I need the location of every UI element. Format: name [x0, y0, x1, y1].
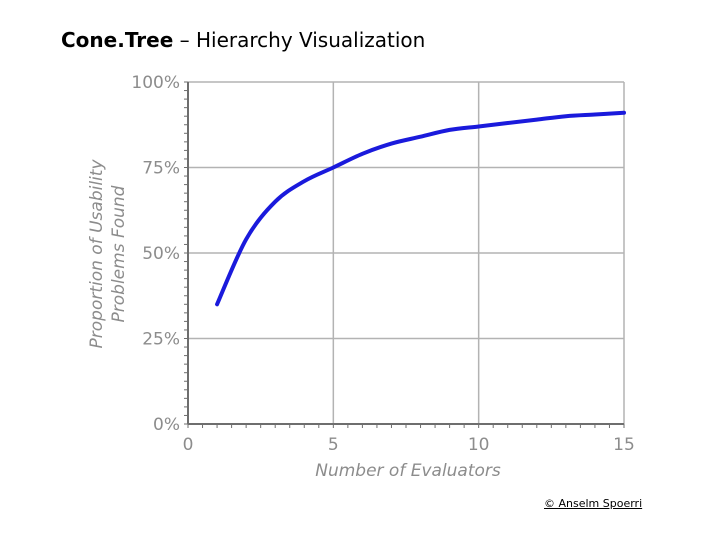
- data-point: [274, 200, 277, 203]
- data-point: [506, 121, 509, 125]
- title-bold-part: Cone.Tree: [61, 28, 174, 52]
- data-point: [535, 118, 538, 121]
- x-tick-label: 0: [183, 435, 194, 455]
- x-tick-label: 5: [328, 435, 339, 455]
- data-point: [215, 303, 219, 306]
- y-axis-label-line2: Problems Found: [109, 185, 129, 322]
- data-point: [390, 142, 393, 145]
- copyright-credit: © Anselm Spoerri: [544, 497, 643, 510]
- data-point: [593, 113, 597, 116]
- data-point: [419, 135, 422, 138]
- y-tick-label: 50%: [142, 244, 180, 264]
- series-line: [215, 110, 626, 307]
- data-point: [564, 115, 568, 118]
- data-point: [622, 111, 626, 114]
- x-tick-label: 10: [468, 435, 490, 455]
- grid-layer: [188, 81, 625, 424]
- slide-title: Cone.Tree – Hierarchy Visualization: [61, 28, 425, 52]
- y-tick-label: 25%: [142, 330, 180, 350]
- y-tick-label: 100%: [131, 73, 180, 93]
- title-rest-part: – Hierarchy Visualization: [173, 28, 426, 52]
- y-axis-label-line1: Proportion of Usability: [87, 159, 107, 349]
- axis-layer: [184, 81, 625, 428]
- data-point: [244, 238, 248, 241]
- y-tick-label: 75%: [142, 159, 180, 179]
- data-point: [477, 125, 480, 128]
- y-tick-label: 0%: [153, 415, 180, 435]
- x-tick-label: 15: [613, 435, 635, 455]
- data-point: [332, 166, 335, 169]
- data-point: [448, 128, 451, 132]
- data-point: [303, 179, 306, 183]
- data-point: [361, 152, 364, 156]
- x-axis-label: Number of Evaluators: [315, 461, 501, 481]
- label-layer: Number of Evaluators Proportion of Usabi…: [87, 73, 635, 481]
- y-axis-label-group: Proportion of Usability Problems Found: [87, 159, 129, 349]
- series-layer: [215, 110, 626, 307]
